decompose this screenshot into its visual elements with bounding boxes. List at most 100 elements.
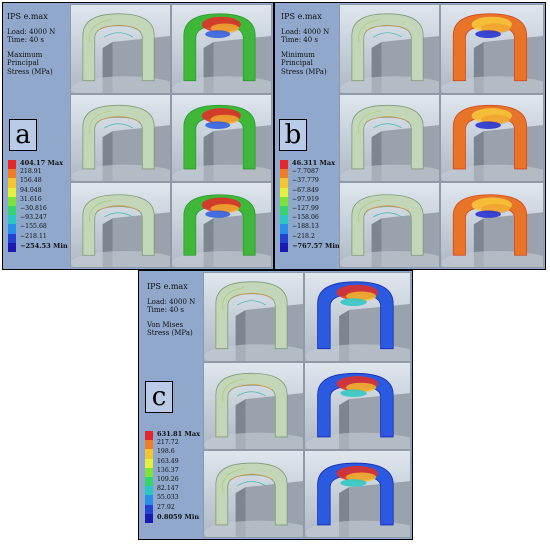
legend-value: −158.06: [292, 214, 319, 222]
model-view-stress-3: [304, 450, 411, 538]
legend-value: −218.2: [292, 232, 315, 240]
legend-value: 94.048: [20, 186, 42, 194]
legend-value: 218.91: [20, 168, 42, 176]
stress-label-1: Maximum Principal: [7, 50, 43, 68]
stress-distribution-model: [305, 273, 410, 361]
legend-swatch: [145, 495, 153, 505]
model-view-contour-3: [203, 450, 304, 538]
stress-distribution-model: [172, 5, 271, 93]
model-view-contour-2: [70, 94, 171, 182]
model-view-stress-1: [304, 272, 411, 362]
legend-swatch: [8, 196, 16, 206]
legend-swatch: [8, 224, 16, 234]
stress-label-1: Von Mises: [147, 320, 184, 329]
contour-model: [204, 451, 303, 537]
contour-model: [340, 5, 439, 93]
load-label: Load: 4000 N: [147, 297, 196, 306]
legend-swatch: [8, 242, 16, 252]
legend-swatch: [280, 233, 288, 243]
legend-value: −93.247: [20, 214, 47, 222]
legend-swatch: [280, 169, 288, 179]
model-view-contour-3: [339, 182, 440, 268]
model-view-stress-1: [440, 4, 544, 94]
stress-distribution-model: [441, 5, 543, 93]
panel-a: IPS e.max Load: 4000 N Time: 40 s Maximu…: [2, 2, 274, 270]
panel-b-info: IPS e.max Load: 4000 N Time: 40 s Minimu…: [281, 12, 337, 76]
load-label: Load: 4000 N: [7, 27, 56, 36]
legend-swatch: [145, 449, 153, 459]
contour-model: [204, 273, 303, 361]
legend-swatch: [145, 458, 153, 468]
material-label: IPS e.max: [147, 282, 188, 291]
legend-value: 27.92: [157, 503, 175, 511]
stress-label-2: Stress (MPa): [7, 67, 53, 76]
contour-model: [204, 363, 303, 449]
legend-swatch: [280, 242, 288, 252]
panel-letter: b: [279, 119, 307, 151]
model-view-contour-2: [203, 362, 304, 450]
legend-swatch: [280, 205, 288, 216]
legend-swatch: [280, 224, 288, 234]
model-view-stress-2: [304, 362, 411, 450]
legend-swatch: [145, 431, 153, 441]
load-label: Load: 4000 N: [281, 27, 330, 36]
legend-swatch: [8, 215, 16, 225]
legend-value: 0.8059 Min: [157, 512, 200, 521]
legend-value: 55.033: [157, 494, 179, 502]
legend-swatch: [280, 196, 288, 206]
stress-distribution-model: [441, 183, 543, 267]
model-view-contour-3: [70, 182, 171, 268]
model-view-stress-1: [171, 4, 272, 94]
legend-value: −188.13: [292, 223, 319, 231]
time-label: Time: 40 s: [281, 36, 318, 44]
legend-swatch: [145, 513, 153, 523]
legend-value: 404.17 Max: [20, 159, 64, 167]
legend-swatch: [280, 187, 288, 197]
legend-swatch: [145, 504, 153, 514]
stress-label-1: Minimum Principal: [281, 50, 315, 68]
legend-swatch: [8, 178, 16, 188]
legend-value: −97.919: [292, 195, 319, 203]
legend-value: −67.849: [292, 186, 319, 194]
model-view-contour-1: [70, 4, 171, 94]
stress-distribution-model: [305, 451, 410, 537]
legend-value: 156.48: [20, 177, 42, 185]
model-view-stress-2: [440, 94, 544, 182]
legend-swatch: [280, 178, 288, 188]
legend-value: −30.816: [20, 204, 47, 212]
legend-swatch: [145, 486, 153, 496]
legend-value: 109.26: [157, 475, 179, 483]
time-label: Time: 40 s: [147, 306, 184, 314]
panel-letter: c: [145, 381, 173, 413]
legend-value: −37.779: [292, 177, 319, 185]
material-label: IPS e.max: [7, 12, 48, 21]
legend-value: −7.7087: [292, 168, 319, 176]
contour-model: [71, 5, 170, 93]
legend-value: −155.68: [20, 223, 47, 231]
legend-swatch: [8, 169, 16, 179]
stress-distribution-model: [172, 183, 271, 267]
legend-value: −767.57 Min: [292, 241, 340, 250]
legend-value: −127.99: [292, 204, 319, 212]
panel-b: IPS e.max Load: 4000 N Time: 40 s Minimu…: [274, 2, 546, 270]
legend-swatch: [145, 467, 153, 477]
legend-value: 217.72: [157, 439, 179, 447]
model-view-contour-1: [339, 4, 440, 94]
legend-swatch: [145, 440, 153, 450]
model-view-contour-2: [339, 94, 440, 182]
contour-model: [71, 183, 170, 267]
legend-swatch: [280, 160, 288, 170]
legend-value: 46.311 Max: [292, 159, 336, 167]
contour-model: [71, 95, 170, 181]
legend-value: 198.6: [157, 448, 175, 456]
stress-distribution-model: [305, 363, 410, 449]
stress-distribution-model: [441, 95, 543, 181]
legend-swatch: [280, 215, 288, 225]
time-label: Time: 40 s: [7, 36, 44, 44]
legend-swatch: [8, 205, 16, 216]
legend-swatch: [8, 160, 16, 170]
model-view-contour-1: [203, 272, 304, 362]
stress-distribution-model: [172, 95, 271, 181]
legend-value: 136.37: [157, 466, 179, 474]
panel-letter: a: [9, 119, 37, 151]
